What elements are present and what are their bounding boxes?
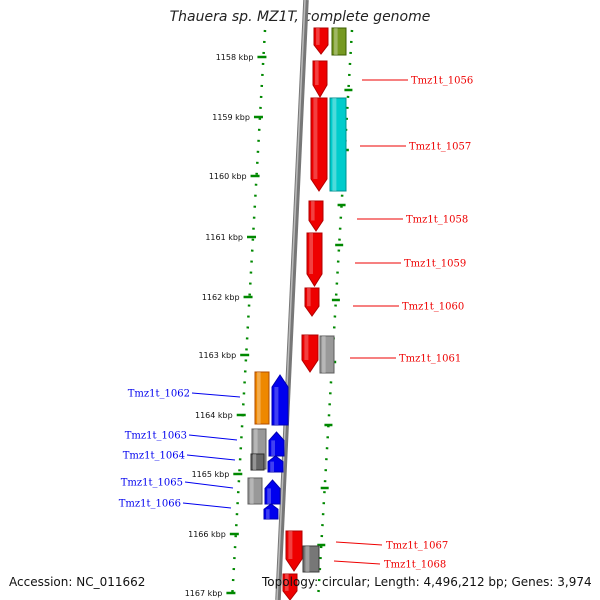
gene-tmz1t-1058 [308, 200, 324, 232]
feature-gray-1068-shine [305, 546, 310, 572]
topology-text: Topology: circular; Length: 4,496,212 bp… [262, 575, 592, 589]
gene-tmz1t-1060 [304, 287, 320, 317]
gene-tmz1t-1068b-shine [285, 574, 289, 591]
gene-tmz1t-1057 [310, 97, 328, 192]
gene-label-leader [186, 454, 236, 461]
gene-label-left: Tmz1t_1066 [119, 499, 181, 510]
gene-tmz1t-1061-shine [304, 335, 309, 360]
gene-label-leader [184, 481, 234, 489]
scale-ticks: 1158 kbp 1159 kbp 1160 kbp 1161 kbp 1162 kbp… [185, 53, 353, 598]
gene-tmz1t-1064-shine [270, 461, 274, 472]
gene-labels: Tmz1t_1056 Tmz1t_1057 Tmz1t_1058 Tmz1t_1059… [119, 76, 474, 571]
gene-tmz1t-1066-shine [266, 509, 270, 519]
gene-tmz1t-1055 [313, 27, 329, 55]
scale-tick-label: 1163 kbp [198, 351, 236, 360]
feature-gray-1065-shine [250, 478, 254, 504]
feature-cyan-shine [332, 98, 337, 191]
gene-tmz1t-1068b [282, 573, 298, 600]
gene-tmz1t-1059 [306, 232, 323, 287]
gene-tmz1t-1056 [312, 60, 328, 98]
accession-text: Accession: NC_011662 [9, 575, 146, 589]
feature-gray-1061 [319, 335, 335, 374]
gene-label-left: Tmz1t_1063 [125, 431, 187, 442]
gene-tmz1t-1056-shine [315, 61, 319, 85]
scale-tick-label: 1162 kbp [202, 293, 240, 302]
gene-tmz1t-1057-shine [313, 98, 318, 179]
gene-tmz1t-1067 [285, 530, 303, 572]
feature-gray-1063-shine [254, 429, 258, 469]
gene-tmz1t-1065 [264, 479, 281, 505]
gene-tmz1t-1061 [301, 334, 319, 373]
gene-tmz1t-1065-shine [267, 488, 271, 504]
scale-tick-label: 1158 kbp [216, 53, 254, 62]
feature-gray-1061-shine [322, 336, 326, 373]
scale-tick-label: 1166 kbp [188, 530, 226, 539]
gene-label-right: Tmz1t_1058 [406, 215, 468, 226]
gene-label-leader [182, 502, 232, 509]
gene-features [247, 27, 347, 600]
feature-gray-1068 [302, 545, 320, 573]
feature-gray-1064-shine [252, 454, 257, 470]
gene-label-left: Tmz1t_1064 [123, 451, 185, 462]
genome-axis-highlight [276, 0, 306, 600]
gene-label-right: Tmz1t_1068 [384, 560, 446, 571]
scale-tick-label: 1161 kbp [205, 233, 243, 242]
gene-label-leader [333, 560, 381, 565]
gene-label-right: Tmz1t_1056 [411, 76, 473, 87]
scale-tick-label: 1159 kbp [212, 113, 250, 122]
gene-tmz1t-1058-shine [311, 201, 315, 221]
feature-olive-shine [334, 28, 338, 55]
gene-label-left: Tmz1t_1065 [121, 478, 183, 489]
gene-label-right: Tmz1t_1057 [409, 142, 471, 153]
feature-orange [254, 371, 270, 425]
gene-label-right: Tmz1t_1059 [404, 259, 466, 270]
gene-label-right: Tmz1t_1067 [386, 541, 448, 552]
gene-tmz1t-1064 [267, 455, 284, 473]
feature-gray-1064 [250, 453, 265, 471]
scale-tick-label: 1165 kbp [192, 470, 230, 479]
gene-label-right: Tmz1t_1061 [399, 354, 461, 365]
gene-tmz1t-1055-shine [316, 28, 320, 45]
genome-title: Thauera sp. MZ1T, complete genome [169, 9, 431, 25]
gene-label-left: Tmz1t_1062 [128, 389, 190, 400]
genome-axis-line [275, 0, 309, 600]
scale-tick-label: 1164 kbp [195, 411, 233, 420]
scale-tick-label: 1160 kbp [209, 172, 247, 181]
gene-label-leader [335, 541, 383, 546]
feature-gray-1065 [247, 477, 263, 505]
feature-orange-shine [257, 372, 261, 424]
gene-tmz1t-1066 [263, 503, 279, 520]
genome-axis [275, 0, 309, 600]
gene-tmz1t-1063-shine [271, 440, 275, 456]
feature-olive [331, 27, 347, 56]
gene-tmz1t-1060-shine [307, 288, 311, 307]
gene-label-leader [188, 434, 238, 441]
gene-tmz1t-1062-shine [274, 387, 279, 425]
gene-label-leader [191, 392, 241, 398]
gene-label-right: Tmz1t_1060 [402, 302, 464, 313]
gene-tmz1t-1062 [271, 374, 289, 426]
scale-tick-label: 1167 kbp [185, 589, 223, 598]
feature-cyan [329, 97, 347, 192]
gene-tmz1t-1059-shine [309, 233, 313, 274]
gene-tmz1t-1063 [268, 431, 285, 457]
gene-tmz1t-1067-shine [288, 531, 293, 559]
